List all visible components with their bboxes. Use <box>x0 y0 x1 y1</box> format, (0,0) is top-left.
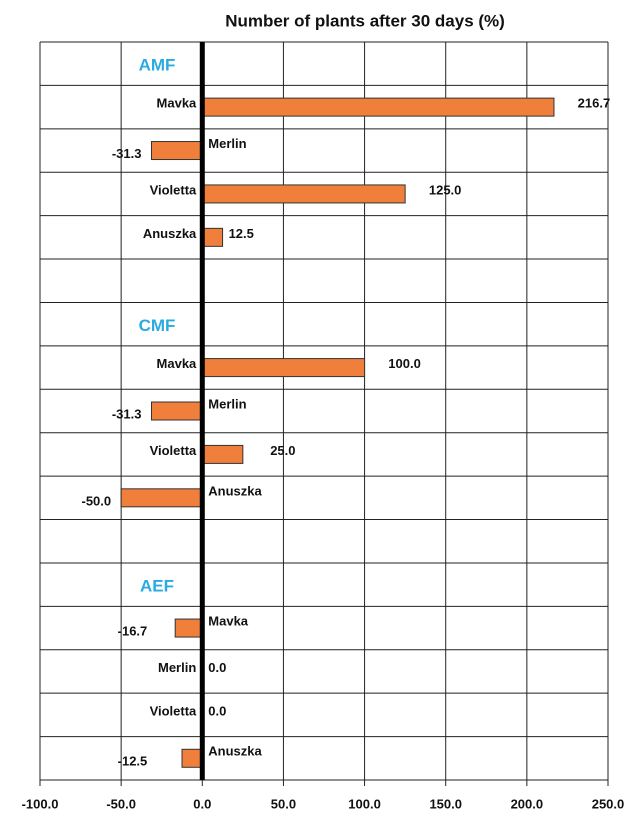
category-label: Mavka <box>157 356 198 371</box>
x-tick-label: -100.0 <box>22 796 59 811</box>
bar <box>201 97 555 117</box>
category-label: Violetta <box>150 703 197 718</box>
x-tick-label: 100.0 <box>348 796 381 811</box>
x-tick-label: 250.0 <box>592 796 625 811</box>
bar <box>201 227 224 247</box>
data-label: -31.3 <box>112 406 142 421</box>
data-label: 216.7 <box>578 96 611 111</box>
data-label: 0.0 <box>208 703 226 718</box>
category-label: Violetta <box>150 443 197 458</box>
bar <box>150 401 203 421</box>
bar <box>201 358 366 378</box>
category-label: Anuszka <box>208 744 262 759</box>
bar <box>120 488 203 508</box>
x-tick-label: 50.0 <box>271 796 296 811</box>
group-label: AEF <box>140 576 174 595</box>
data-label: 25.0 <box>270 443 295 458</box>
data-label: -31.3 <box>112 146 142 161</box>
category-label: Mavka <box>157 96 198 111</box>
x-tick-label: 150.0 <box>429 796 462 811</box>
data-label: 100.0 <box>388 356 421 371</box>
category-label: Merlin <box>208 136 246 151</box>
data-label: 125.0 <box>429 182 462 197</box>
data-label: -16.7 <box>118 623 148 638</box>
data-label: 12.5 <box>229 226 254 241</box>
group-label: AMF <box>139 55 176 74</box>
data-label: 0.0 <box>208 660 226 675</box>
x-tick-label: -50.0 <box>106 796 136 811</box>
category-label: Merlin <box>158 660 196 675</box>
category-label: Mavka <box>208 613 249 628</box>
bar <box>174 618 203 638</box>
x-tick-label: 0.0 <box>193 796 211 811</box>
category-label: Anuszka <box>208 483 262 498</box>
category-label: Anuszka <box>143 226 197 241</box>
bar <box>201 184 406 204</box>
bar <box>150 141 203 161</box>
bar <box>181 748 203 768</box>
data-label: -50.0 <box>82 493 112 508</box>
group-label: CMF <box>139 316 176 335</box>
x-tick-label: 200.0 <box>511 796 544 811</box>
category-label: Merlin <box>208 396 246 411</box>
category-label: Violetta <box>150 182 197 197</box>
bar <box>201 444 244 464</box>
data-label: -12.5 <box>118 754 148 769</box>
chart-title: Number of plants after 30 days (%) <box>225 11 505 30</box>
